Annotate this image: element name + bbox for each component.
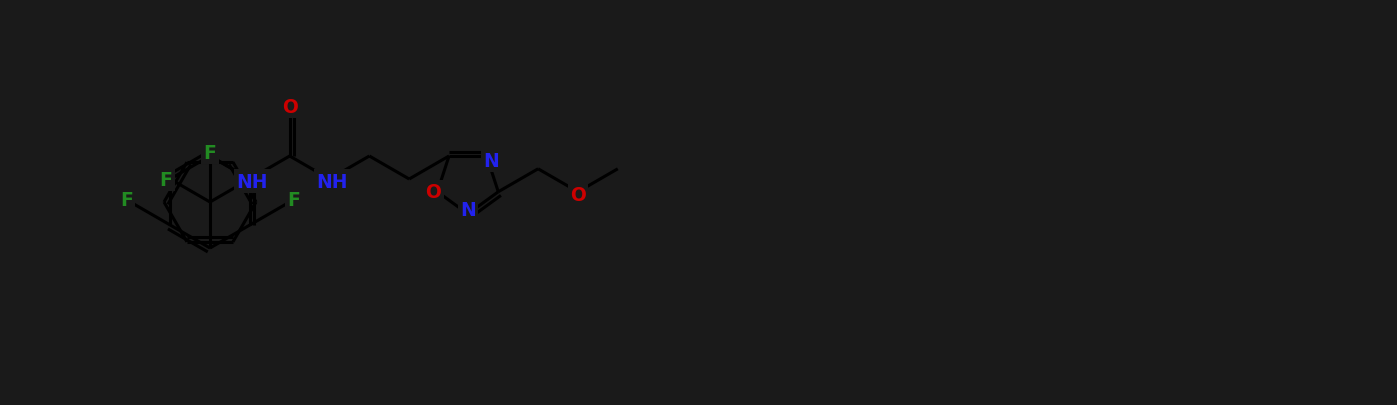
Text: O: O [570,186,585,205]
Text: F: F [247,170,260,189]
Text: F: F [204,143,217,162]
Text: N: N [483,151,499,170]
Text: NH: NH [316,172,348,191]
Text: N: N [460,201,476,220]
Text: O: O [282,97,298,116]
Text: F: F [120,191,133,210]
Text: NH: NH [236,172,268,191]
Text: O: O [426,183,441,202]
Text: F: F [288,191,300,210]
Text: F: F [159,170,173,189]
